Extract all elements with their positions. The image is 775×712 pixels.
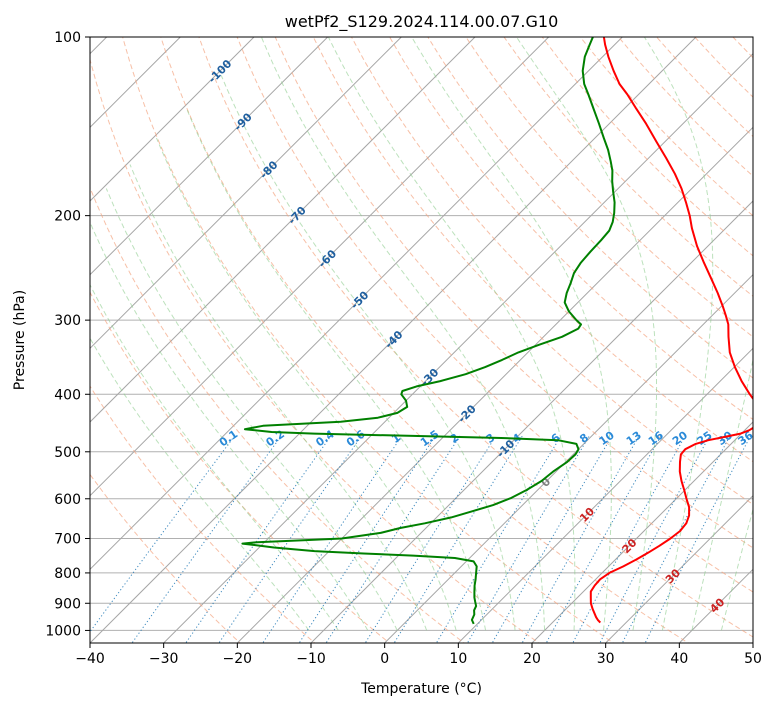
x-tick-label: −10: [296, 651, 326, 667]
y-tick-label: 300: [54, 313, 81, 329]
x-tick-label: −30: [149, 651, 179, 667]
y-tick-label: 500: [54, 445, 81, 461]
chart-title: wetPf2_S129.2024.114.00.07.G10: [285, 12, 559, 32]
y-tick-label: 600: [54, 492, 81, 508]
x-tick-label: 10: [449, 651, 467, 667]
y-tick-label: 200: [54, 209, 81, 225]
x-tick-label: 50: [744, 651, 762, 667]
y-tick-label: 100: [54, 30, 81, 46]
x-tick-label: −40: [75, 651, 105, 667]
y-tick-label: 800: [54, 566, 81, 582]
x-tick-label: −20: [223, 651, 253, 667]
y-tick-label: 1000: [45, 623, 81, 639]
x-tick-label: 0: [380, 651, 389, 667]
y-tick-label: 400: [54, 387, 81, 403]
y-tick-label: 700: [54, 532, 81, 548]
y-tick-label: 900: [54, 596, 81, 612]
x-tick-label: 30: [597, 651, 615, 667]
x-axis-label: Temperature (°C): [360, 681, 482, 697]
x-tick-label: 40: [670, 651, 688, 667]
x-tick-label: 20: [523, 651, 541, 667]
y-axis-label: Pressure (hPa): [12, 290, 28, 390]
